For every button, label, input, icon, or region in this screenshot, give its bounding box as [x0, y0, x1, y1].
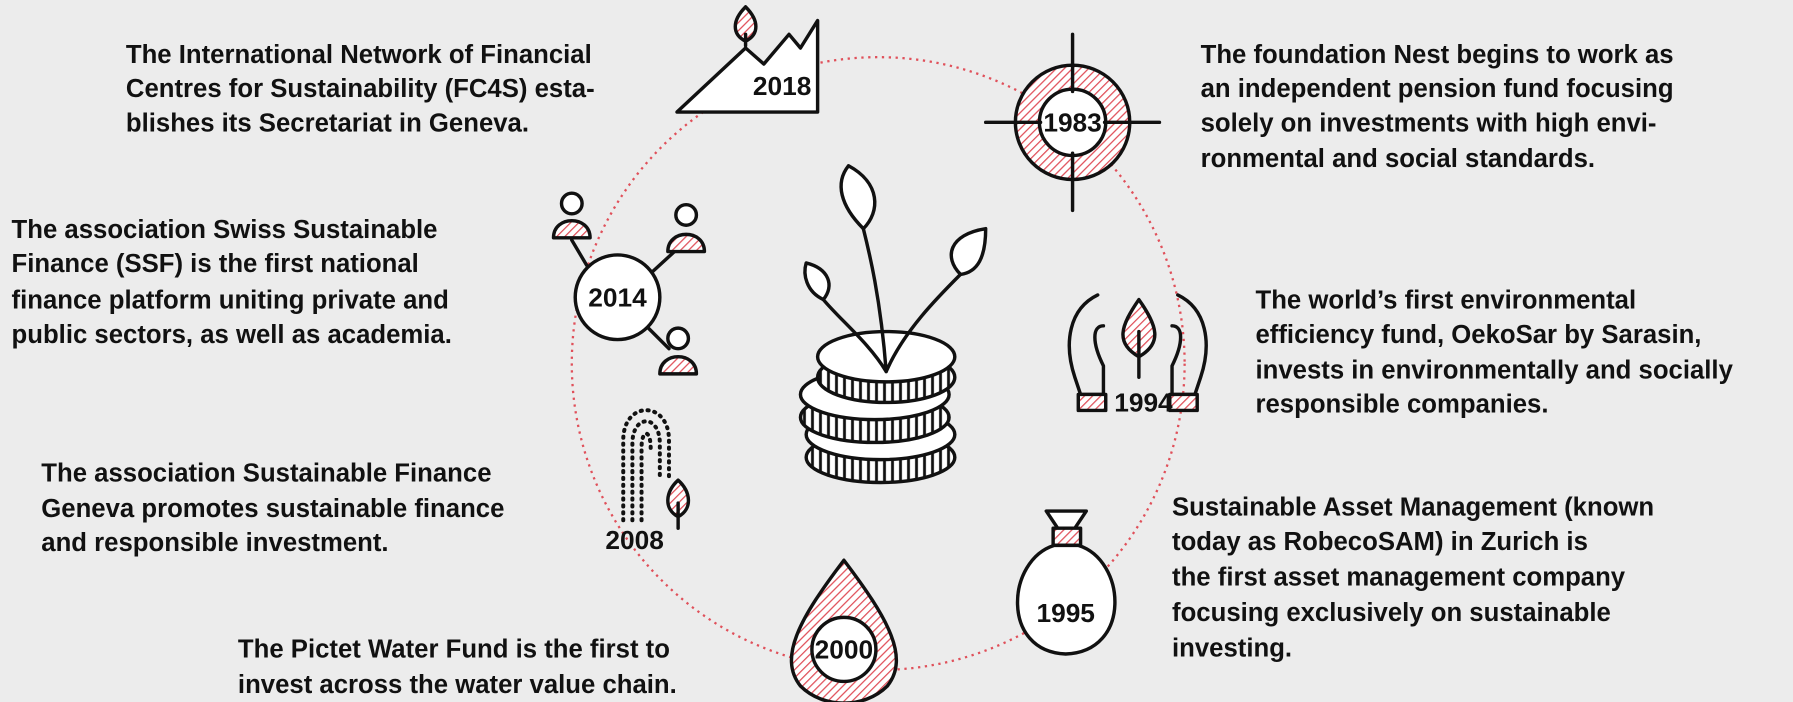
year: 2008: [605, 525, 663, 555]
year: 2014: [588, 282, 647, 312]
text-line: today as RobecoSAM) in Zurich is: [1172, 528, 1588, 556]
text-line: an independent pension fund focusing: [1201, 75, 1674, 103]
year: 1994: [1114, 388, 1173, 418]
text-line: blishes its Secretariat in Geneva.: [126, 109, 529, 137]
text-line: Finance (SSF) is the first national: [12, 250, 419, 278]
event-text: The foundation Nest begins to work as an …: [1201, 41, 1674, 173]
text-line: The world’s first environmental: [1256, 287, 1637, 315]
text-line: The International Network of Financial: [126, 41, 592, 69]
text-line: finance platform uniting private and: [12, 287, 449, 315]
year: 1995: [1036, 598, 1094, 628]
fountain-icon: [621, 408, 691, 530]
text-line: The association Swiss Sustainable: [12, 216, 438, 244]
text-line: invest across the water value chain.: [238, 671, 677, 699]
year: 1983: [1043, 108, 1101, 138]
event-text: The association Sustainable Finance Genev…: [41, 459, 504, 557]
text-line: focusing exclusively on sustainable: [1172, 599, 1611, 627]
event-text: The world’s first environmental efficienc…: [1256, 287, 1734, 419]
text-line: invests in environmentally and socially: [1256, 356, 1734, 384]
text-line: The Pictet Water Fund is the first to: [238, 635, 670, 663]
text-line: public sectors, as well as academia.: [12, 321, 452, 349]
event-text: The International Network of Financial Ce…: [126, 41, 595, 138]
text-line: solely on investments with high envi-: [1201, 109, 1657, 137]
event-text: The Pictet Water Fund is the first to inv…: [238, 635, 677, 698]
target-icon: [983, 32, 1162, 213]
year: 2000: [815, 635, 873, 665]
network-icon: [551, 191, 707, 376]
text-line: investing.: [1172, 634, 1292, 662]
bag-icon: [1015, 509, 1117, 656]
text-line: efficiency fund, OekoSar by Sarasin,: [1256, 321, 1702, 349]
text-line: the first asset management company: [1172, 563, 1626, 591]
text-line: The association Sustainable Finance: [41, 459, 491, 487]
year: 2018: [753, 71, 811, 101]
text-line: Centres for Sustainability (FC4S) esta-: [126, 75, 595, 103]
text-line: Geneva promotes sustainable finance: [41, 495, 504, 523]
text-line: and responsible investment.: [41, 529, 388, 557]
hands-icon: [1067, 293, 1208, 413]
text-line: The foundation Nest begins to work as: [1201, 41, 1674, 69]
event-text: The association Swiss Sustainable Finance…: [12, 216, 452, 349]
drop-icon: [789, 558, 898, 702]
mountain-icon: [675, 5, 820, 114]
text-line: Sustainable Asset Management (known: [1172, 494, 1654, 522]
text-line: ronmental and social standards.: [1201, 145, 1595, 173]
center-icon: [798, 164, 988, 485]
event-text: Sustainable Asset Management (known today…: [1172, 494, 1654, 663]
text-line: responsible companies.: [1256, 391, 1549, 419]
